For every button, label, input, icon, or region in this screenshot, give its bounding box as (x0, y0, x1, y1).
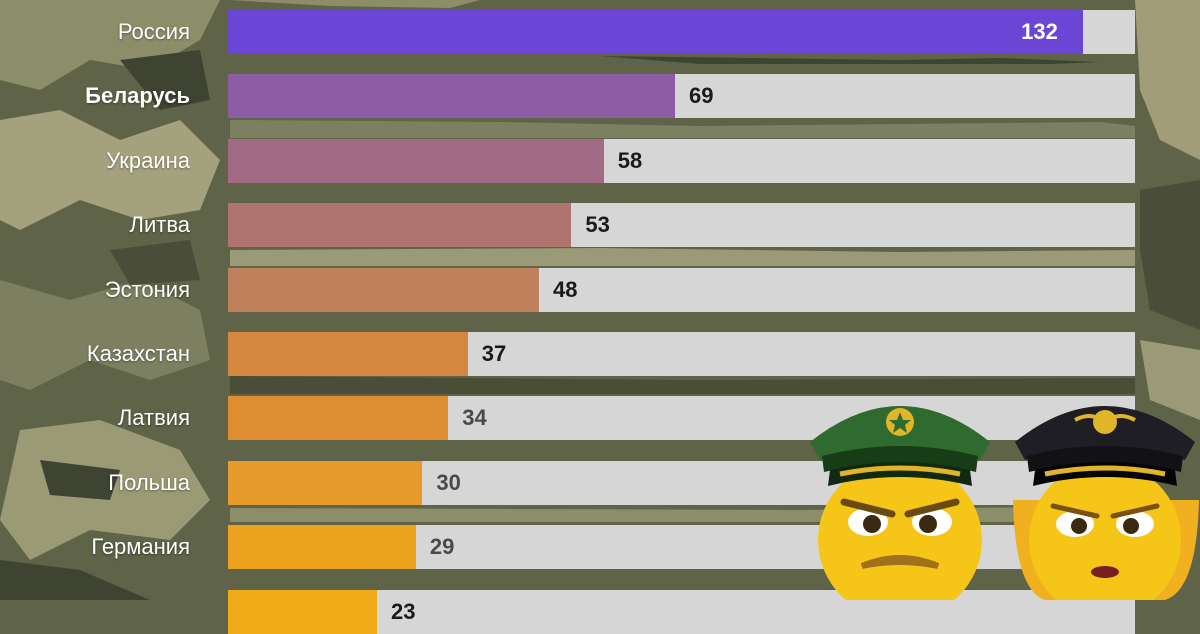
data-label: 58 (617, 147, 643, 173)
bar (228, 460, 423, 505)
bar-row: Германия 29 (0, 525, 1200, 570)
data-label: 29 (429, 534, 455, 560)
bar (228, 332, 468, 376)
data-label: 132 (1021, 19, 1058, 44)
data-label: 37 (481, 341, 507, 366)
female-military-officer-icon (1013, 406, 1199, 600)
bar-track: 34 (228, 396, 1135, 441)
bar-track: 132 (228, 10, 1135, 54)
bar (228, 525, 416, 570)
category-label: Украина (106, 147, 190, 173)
category-label: Польша (108, 469, 190, 495)
category-label: Литва (129, 212, 190, 238)
bar (228, 10, 1084, 54)
category-label: Эстония (104, 276, 190, 302)
data-label: 30 (436, 469, 461, 495)
category-label: Казахстан (86, 341, 190, 366)
bar-row: Латвия 34 (0, 396, 1200, 441)
category-label: Германия (91, 534, 190, 560)
bar (228, 396, 449, 441)
bar-track: 37 (228, 332, 1135, 376)
bar-row: Россия 132 (0, 10, 1200, 54)
data-label: 23 (391, 598, 416, 624)
bar (228, 267, 539, 312)
bar-track: 29 (228, 525, 1135, 570)
bar-row: Беларусь 69 (0, 74, 1200, 119)
bar-row: Казахстан 37 (0, 332, 1200, 376)
bar-track: 58 (228, 138, 1135, 183)
bar-track: 53 (228, 203, 1135, 248)
bar-track: 30 (228, 460, 1135, 505)
male-military-officer-icon (810, 406, 990, 600)
data-label: 53 (585, 212, 610, 238)
bar-row: Польша 30 (0, 460, 1200, 505)
bar-row: Литва 53 (0, 203, 1200, 248)
category-label: Россия (117, 19, 190, 44)
bar (228, 589, 377, 634)
data-label: 48 (552, 276, 578, 302)
bar (228, 203, 572, 248)
data-label: 34 (462, 405, 487, 431)
bar (228, 74, 676, 119)
bar-row: Эстония 48 (0, 267, 1200, 312)
category-label: Латвия (117, 405, 190, 431)
bar (228, 138, 604, 183)
category-label: Беларусь (85, 83, 190, 109)
bar-row: Украина 58 (0, 138, 1200, 183)
data-label: 69 (689, 83, 714, 109)
bar-track: 69 (228, 74, 1135, 119)
bar-track: 48 (228, 267, 1135, 312)
